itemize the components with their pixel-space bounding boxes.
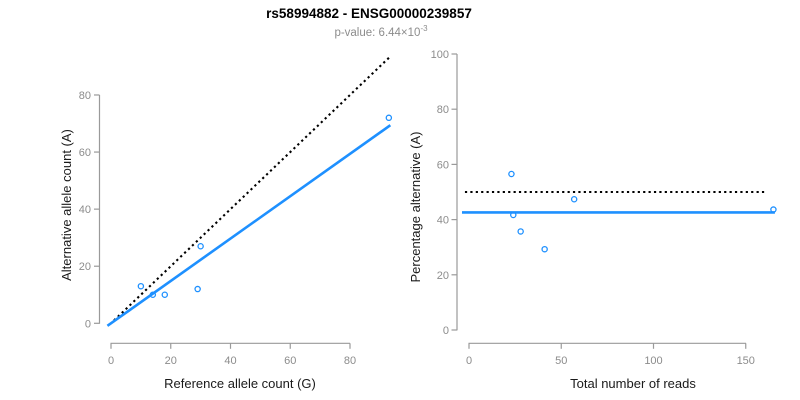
data-point — [197, 242, 204, 250]
data-point — [149, 291, 157, 299]
chart-allele-counts: 0 20 40 60 80 0 20 40 60 80 Reference allele count… — [59, 56, 393, 391]
x-tick-label: 40 — [224, 355, 236, 367]
data-point — [570, 196, 578, 203]
y-tick-label: 0 — [443, 325, 449, 337]
x-tick-label: 0 — [466, 355, 472, 367]
p-value-text: p-value: 6.44×10 — [334, 26, 421, 39]
data-point — [194, 285, 201, 293]
y-tick-label: 20 — [437, 270, 449, 282]
data-point — [510, 211, 517, 219]
y-tick-label: 40 — [79, 204, 91, 216]
x-tick-label: 80 — [344, 355, 356, 367]
x-tick-label: 150 — [737, 355, 755, 367]
x-axis-title: Reference allele count (G) — [164, 376, 316, 391]
y-tick-label: 60 — [79, 147, 91, 159]
y-tick-label: 60 — [437, 159, 449, 171]
p-value-exponent: -3 — [420, 24, 428, 33]
y-tick-label: 20 — [79, 261, 91, 273]
x-axis-title: Total number of reads — [570, 376, 696, 391]
identity-line — [113, 56, 391, 322]
figure-title: rs58994882 - ENSG00000239857 — [266, 6, 472, 21]
x-tick-label: 60 — [284, 355, 296, 367]
x-tick-label: 100 — [644, 355, 662, 367]
chart-percentage-vs-reads: 0 50 100 150 0 20 40 60 80 100 Total number of rea… — [408, 49, 777, 391]
data-point — [541, 245, 548, 253]
data-point — [161, 291, 169, 299]
x-tick-label: 0 — [108, 355, 114, 367]
x-tick-label: 20 — [165, 355, 177, 367]
data-point — [508, 170, 515, 178]
y-tick-label: 40 — [437, 215, 449, 227]
y-axis-title: Alternative allele count (A) — [59, 129, 74, 281]
data-point — [517, 228, 524, 235]
figure-subtitle: p-value: 6.44×10-3 — [334, 24, 427, 39]
data-point — [137, 282, 145, 290]
data-point — [770, 206, 777, 213]
y-axis-title: Percentage alternative (A) — [408, 131, 423, 282]
x-tick-label: 50 — [555, 355, 567, 367]
y-tick-label: 100 — [431, 49, 449, 61]
y-tick-label: 0 — [85, 318, 91, 330]
data-point — [385, 114, 393, 122]
y-tick-label: 80 — [437, 104, 449, 116]
y-tick-label: 80 — [79, 90, 91, 102]
